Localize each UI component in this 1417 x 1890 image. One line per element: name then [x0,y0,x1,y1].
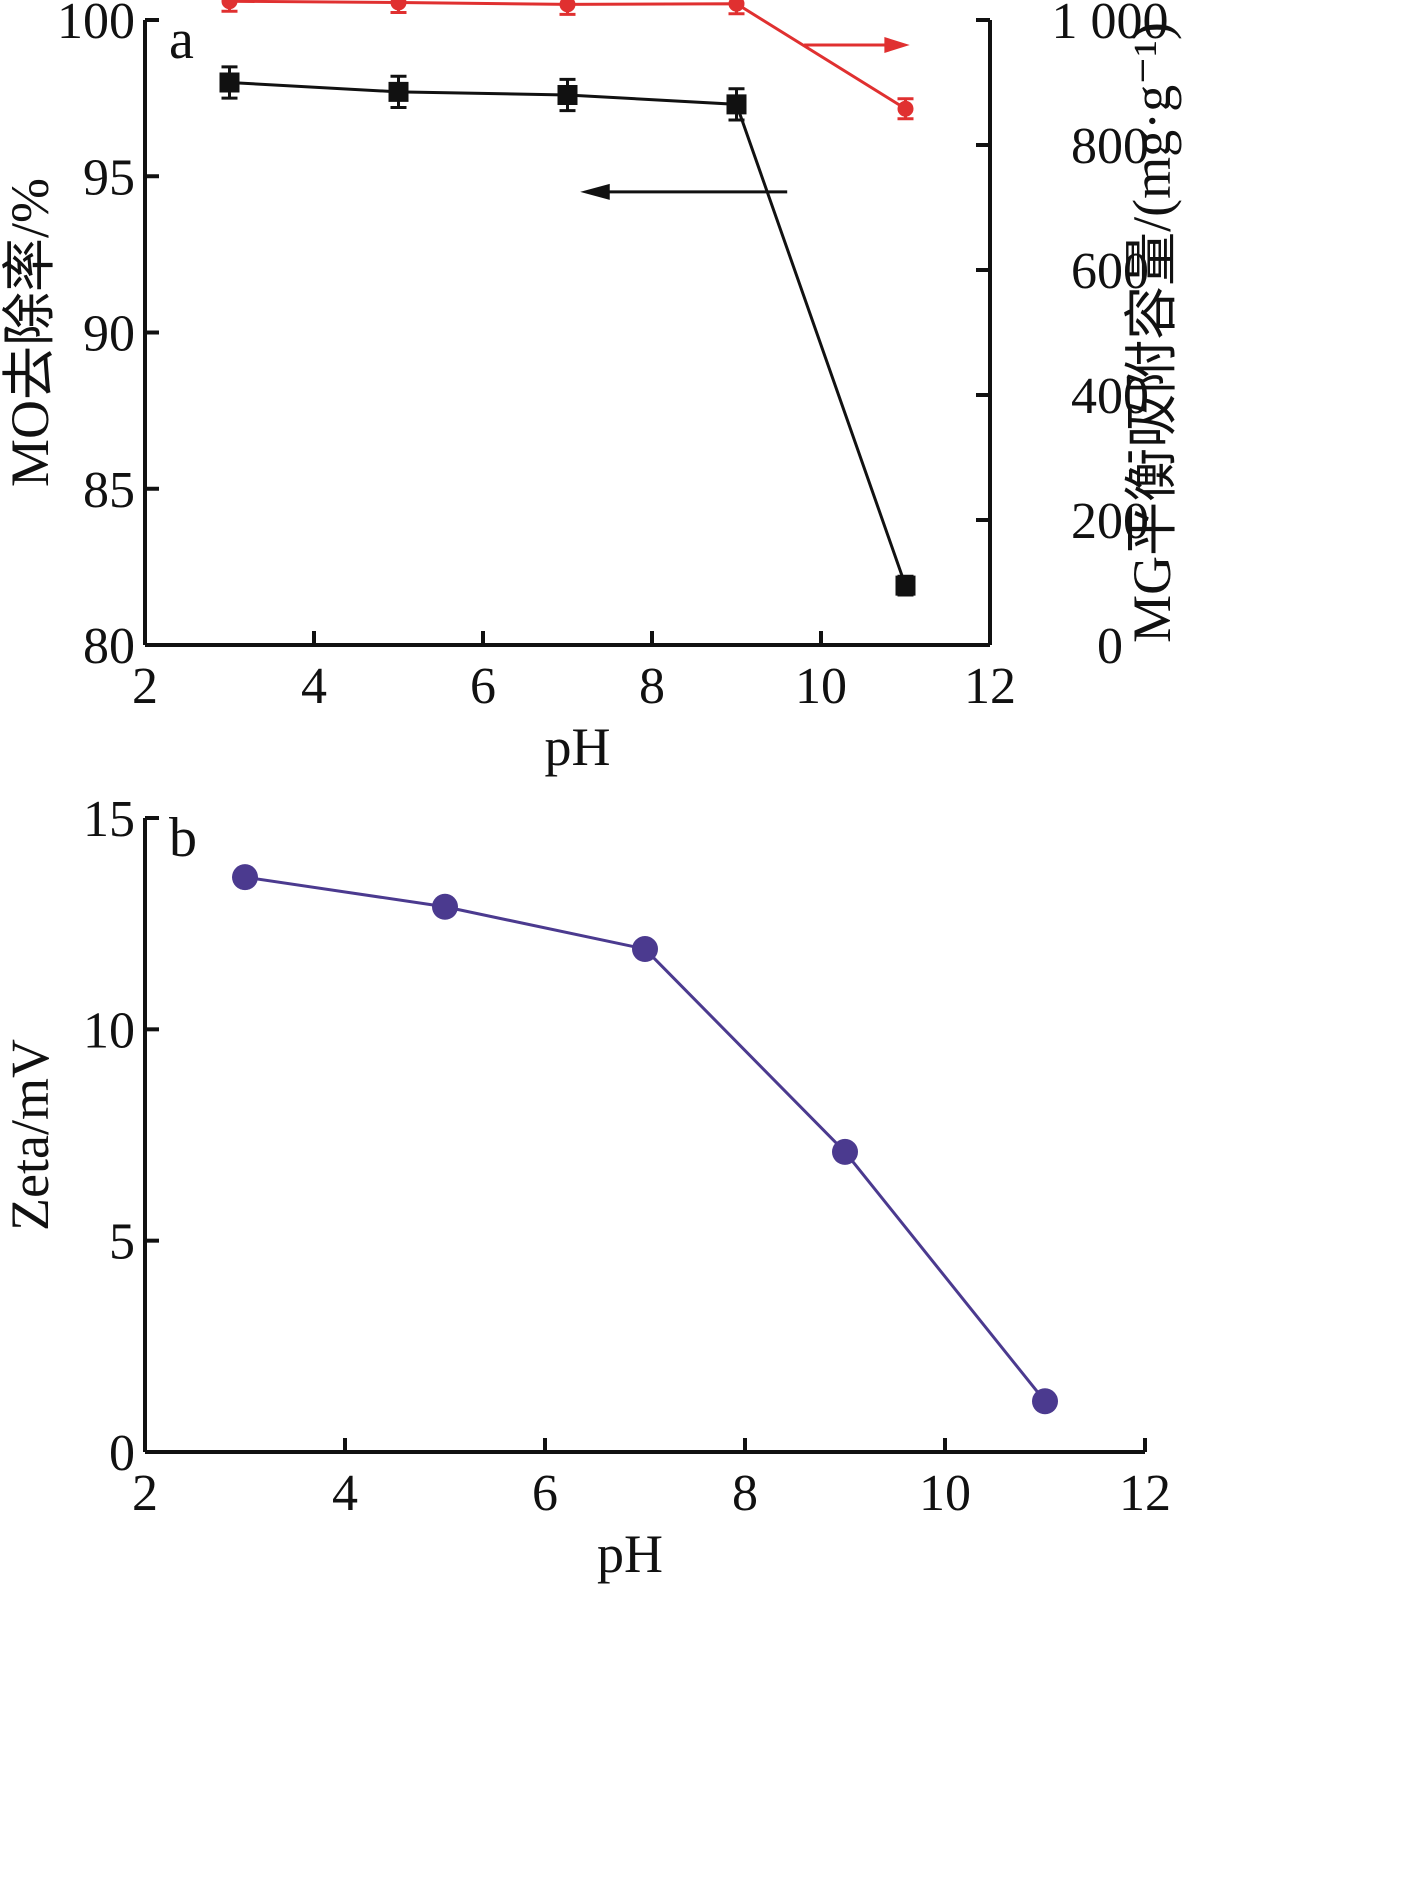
y-tick-label: 0 [109,1425,135,1482]
y-tick-label: 100 [57,0,135,50]
y2-tick-label: 600 [1071,243,1149,300]
y2-tick-label: 800 [1071,118,1149,175]
data-point [219,72,240,93]
series-line [229,81,907,587]
x-tick-label: 10 [919,1465,971,1522]
y-tick-label: 5 [109,1214,135,1271]
data-point [1032,1388,1058,1415]
data-point [390,0,407,11]
data-point [897,100,914,117]
data-point [232,864,258,891]
y-tick-label: 15 [83,791,135,848]
x-tick-label: 4 [301,658,327,715]
x-axis-title: pH [597,1524,663,1584]
y2-tick-label: 1 000 [1052,0,1169,50]
data-point [557,85,578,105]
y-tick-label: 85 [83,462,135,519]
x-axis-title: pH [545,717,611,777]
x-tick-label: 8 [732,1465,758,1522]
data-point [432,893,458,920]
panel-label: b [169,807,197,869]
data-point [728,0,745,12]
data-point [895,575,916,596]
x-tick-label: 4 [332,1465,358,1522]
x-tick-label: 12 [964,658,1016,715]
data-point [726,94,747,115]
y-axis-title: Zeta/mV [0,1039,60,1231]
data-point [388,81,409,102]
data-point [832,1138,858,1165]
y-tick-label: 95 [83,149,135,206]
left-arrow-head [580,183,610,200]
y-tick-label: 90 [83,306,135,363]
panel-label: a [169,9,194,71]
data-point [632,936,658,963]
right-arrow-head [884,37,910,53]
data-point [559,0,576,13]
y2-axis-title: MG平衡吸附容量/(mg·g⁻¹) [1122,22,1182,643]
x-tick-label: 6 [470,658,496,715]
x-tick-label: 10 [795,658,847,715]
x-tick-label: 6 [532,1465,558,1522]
chart-b: 2 4 6 8 10 12 0 5 10 15 pH Zeta/mV b [0,791,1171,1584]
y2-tick-label: 400 [1071,368,1149,425]
x-tick-label: 2 [132,1465,158,1522]
data-point [221,0,238,10]
y-tick-label: 10 [83,1002,135,1059]
y-tick-label: 80 [83,618,135,675]
x-tick-label: 12 [1119,1465,1171,1522]
x-tick-label: 8 [639,658,665,715]
x-tick-label: 2 [132,658,158,715]
y2-tick-label: 0 [1097,618,1123,675]
y2-tick-label: 200 [1071,493,1149,550]
y-axis-title: MO去除率/% [0,178,60,487]
